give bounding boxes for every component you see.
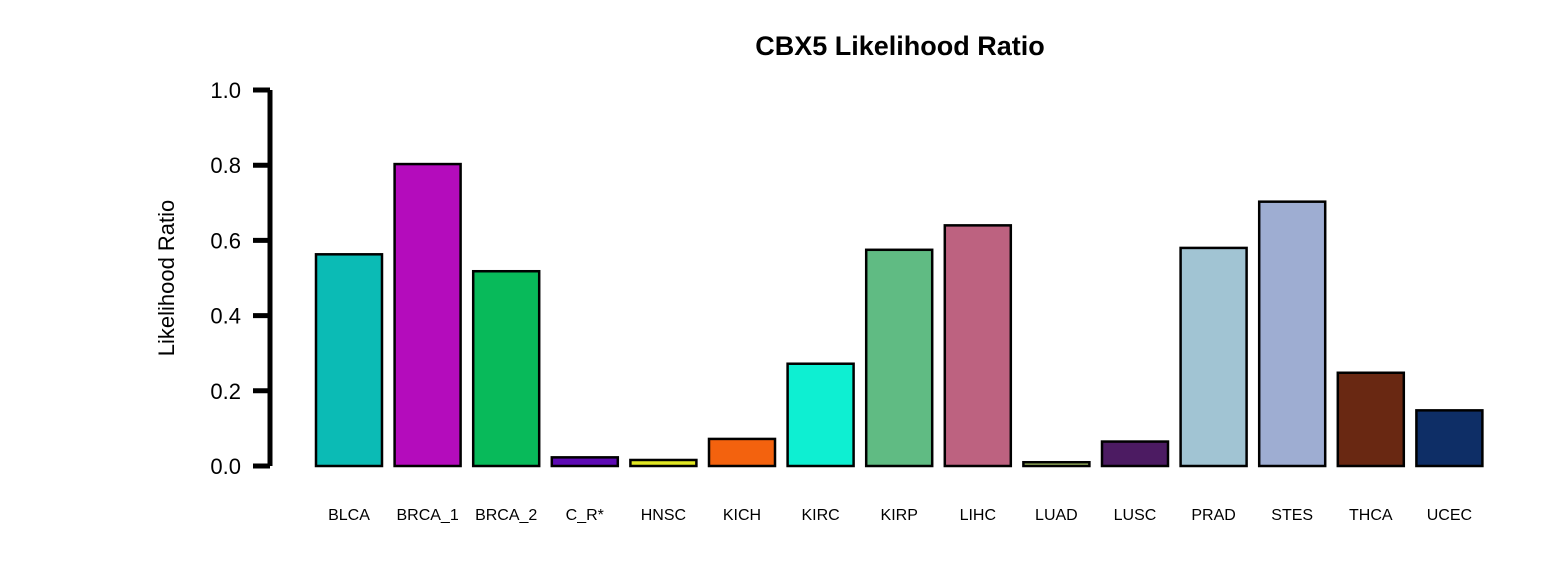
- x-tick-label: KICH: [723, 507, 761, 524]
- y-tick-label: 1.0: [210, 78, 241, 103]
- x-tick-label: KIRP: [881, 507, 918, 524]
- y-tick-label: 0.8: [210, 153, 241, 178]
- x-tick-label: C_R*: [566, 507, 604, 524]
- x-tick-label: LIHC: [960, 507, 996, 524]
- x-tick-label: LUSC: [1114, 507, 1157, 524]
- bar-c-r: [550, 456, 620, 468]
- y-tick-label: 0.2: [210, 379, 241, 404]
- x-tick-label: UCEC: [1427, 507, 1472, 524]
- bar-thca: [1336, 371, 1406, 468]
- bar-ucec: [1415, 409, 1484, 468]
- y-axis: 0.0 0.2 0.4 0.6 0.8 1.0: [210, 78, 273, 479]
- bar-lusc: [1100, 440, 1170, 468]
- bar-prad: [1179, 246, 1248, 468]
- bar-luad: [1022, 460, 1091, 468]
- x-tick-label: PRAD: [1191, 507, 1235, 524]
- y-tick-label: 0.4: [210, 304, 241, 329]
- bar-hnsc: [629, 458, 698, 468]
- bar-lihc: [943, 224, 1013, 468]
- bar-kirp: [864, 248, 934, 468]
- x-axis-labels: BLCA BRCA_1 BRCA_2 C_R* HNSC KICH KIRC KIRP LIHC…: [328, 507, 1472, 524]
- x-tick-label: KIRC: [801, 507, 839, 524]
- bar-stes: [1257, 200, 1327, 468]
- y-axis-label: Likelihood Ratio: [154, 200, 179, 357]
- x-tick-label: LUAD: [1035, 507, 1078, 524]
- bar-kirc: [786, 362, 855, 468]
- x-tick-label: BRCA_1: [396, 507, 458, 524]
- x-tick-label: BLCA: [328, 507, 370, 524]
- y-tick-label: 0.0: [210, 454, 241, 479]
- bar-blca: [314, 253, 384, 468]
- bar-brca-1: [393, 162, 462, 468]
- bar-brca-2: [471, 269, 541, 468]
- x-tick-label: THCA: [1349, 507, 1393, 524]
- x-tick-label: STES: [1271, 507, 1313, 524]
- bars: [314, 162, 1484, 468]
- y-tick-label: 0.6: [210, 228, 241, 253]
- bar-kich: [707, 437, 777, 468]
- chart-title: CBX5 Likelihood Ratio: [755, 31, 1045, 61]
- x-tick-label: BRCA_2: [475, 507, 537, 524]
- x-tick-label: HNSC: [641, 507, 686, 524]
